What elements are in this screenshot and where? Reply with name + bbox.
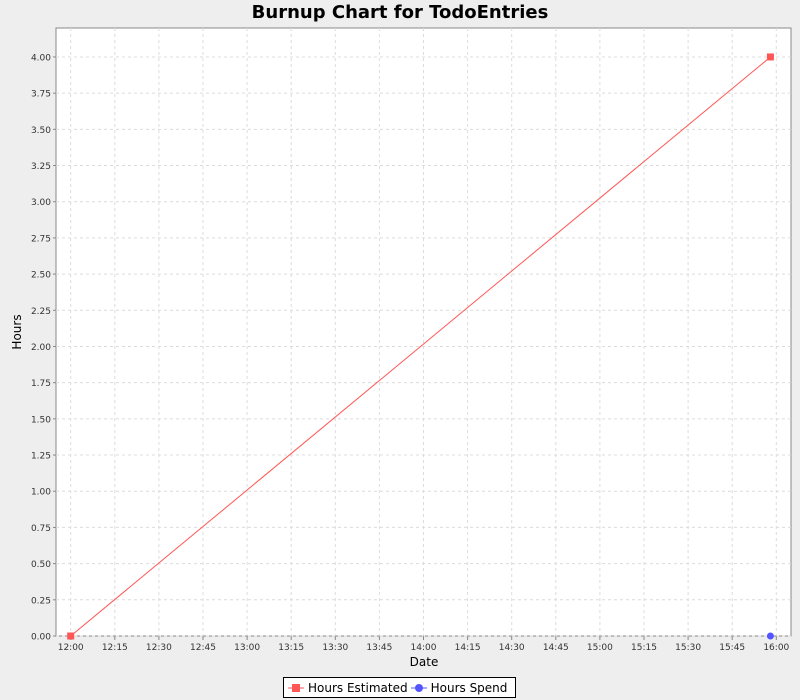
x-tick-label: 15:15 [631, 643, 657, 653]
x-tick-label: 13:15 [278, 643, 304, 653]
series-line-0 [70, 56, 771, 637]
y-tick-label: 3.75 [31, 90, 51, 100]
series-layer [67, 53, 774, 640]
x-tick-label: 13:30 [322, 643, 348, 653]
y-tick-label: 2.25 [31, 307, 51, 317]
x-tick-label: 12:30 [146, 643, 172, 653]
y-tick-label: 3.25 [31, 162, 51, 172]
y-tick-label: 1.00 [31, 488, 51, 498]
y-tick-label: 3.50 [31, 126, 51, 136]
chart-title: Burnup Chart for TodoEntries [252, 2, 549, 23]
x-tick-label: 14:15 [455, 643, 481, 653]
x-tick-label: 16:00 [763, 643, 789, 653]
x-axis-label: Date [410, 655, 439, 669]
circle-marker-icon [410, 683, 427, 693]
y-tick-label: 2.00 [31, 343, 51, 353]
x-tick-label: 12:00 [58, 643, 84, 653]
y-tick-label: 0.25 [31, 596, 51, 606]
x-tick-label: 15:00 [587, 643, 613, 653]
y-tick-label: 3.00 [31, 198, 51, 208]
x-tick-label: 14:30 [499, 643, 525, 653]
x-tick-label: 15:30 [675, 643, 701, 653]
y-tick-label: 1.75 [31, 379, 51, 389]
legend-label-spend: Hours Spend [430, 680, 508, 695]
y-tick-label: 0.50 [31, 560, 51, 570]
x-tick-label: 12:45 [190, 643, 216, 653]
x-tick-label: 12:15 [102, 643, 128, 653]
x-tick-label: 13:45 [366, 643, 392, 653]
y-tick-label: 1.50 [31, 415, 51, 425]
legend-label-estimated: Hours Estimated [308, 680, 408, 695]
axes: 0.00 0.25 0.50 0.75 1.00 1.25 1.50 1.75 2.00 2.25… [31, 53, 790, 653]
square-marker-icon [288, 683, 304, 693]
y-tick-label: 0.75 [31, 524, 51, 534]
y-tick-label: 2.50 [31, 271, 51, 281]
grid-lines [56, 28, 791, 637]
x-tick-label: 14:00 [411, 643, 437, 653]
y-tick-label: 2.75 [31, 234, 51, 244]
y-axis-label: Hours [10, 314, 24, 349]
legend: Hours Estimated Hours Spend [283, 677, 516, 698]
x-tick-label: 15:45 [719, 643, 745, 653]
data-point-estimated [67, 632, 75, 640]
data-point-spend [766, 632, 774, 640]
y-tick-label: 1.25 [31, 452, 51, 462]
data-point-estimated [766, 53, 774, 61]
x-tick-label: 13:00 [234, 643, 260, 653]
x-tick-label: 14:45 [543, 643, 569, 653]
legend-entry-spend: Hours Spend [410, 680, 508, 695]
y-tick-label: 0.00 [31, 633, 51, 643]
legend-entry-estimated: Hours Estimated [288, 681, 408, 695]
y-tick-label: 4.00 [31, 53, 51, 63]
